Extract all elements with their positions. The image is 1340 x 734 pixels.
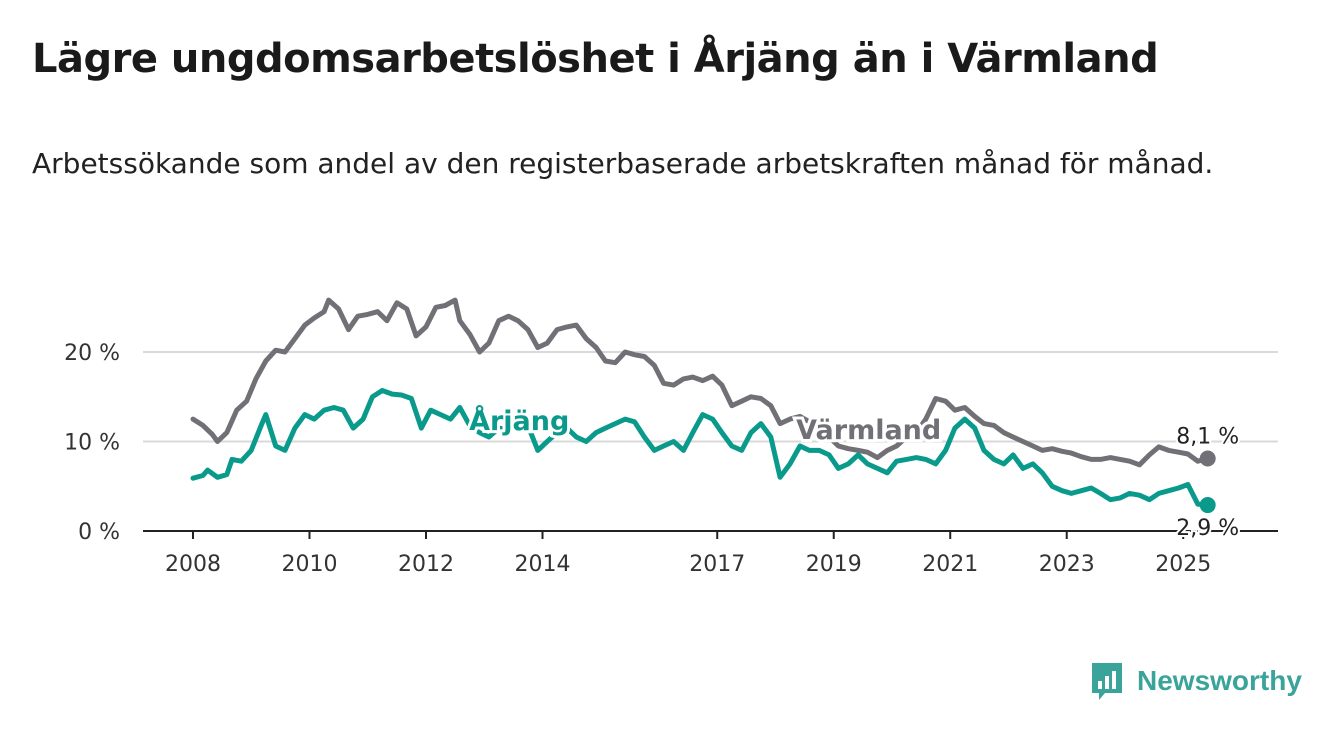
y-tick-label: 20 % bbox=[64, 341, 120, 366]
x-tick-label: 2017 bbox=[689, 552, 745, 577]
series-line-1 bbox=[190, 297, 1211, 468]
x-tick-label: 2021 bbox=[922, 552, 978, 577]
brand-name: Newsworthy bbox=[1137, 665, 1302, 696]
x-tick-label: 2014 bbox=[514, 552, 570, 577]
series-end-point bbox=[1199, 450, 1216, 467]
series-end-label: 2,9 % bbox=[1176, 516, 1239, 541]
series-lines bbox=[190, 297, 1216, 514]
x-tick-label: 2019 bbox=[806, 552, 862, 577]
y-tick-label: 0 % bbox=[78, 520, 120, 545]
series-name-label: Årjäng bbox=[469, 405, 569, 437]
y-tick-label: 10 % bbox=[64, 431, 120, 456]
x-axis: 2008 2010 2012 2014 2017 2019 2021 2023 2025 bbox=[143, 530, 1278, 577]
series-labels: 8,1 % 2,9 % Årjäng Värmland bbox=[466, 402, 1241, 543]
chart-bars-icon bbox=[1092, 663, 1122, 700]
x-tick-label: 2012 bbox=[398, 552, 454, 577]
series-line-2 bbox=[190, 388, 1211, 508]
series-end-label: 8,1 % bbox=[1176, 425, 1239, 450]
x-tick-label: 2010 bbox=[281, 552, 337, 577]
x-tick-label: 2023 bbox=[1039, 552, 1095, 577]
series-end-point bbox=[1199, 497, 1216, 514]
x-tick-label: 2008 bbox=[165, 552, 221, 577]
series-name-label: Värmland bbox=[796, 415, 941, 446]
chart-title: Lägre ungdomsarbetslöshet i Årjäng än i … bbox=[32, 36, 1159, 82]
gridlines bbox=[143, 351, 1278, 443]
chart-subtitle: Arbetssökande som andel av den registerb… bbox=[32, 147, 1214, 180]
x-tick-label: 2025 bbox=[1155, 552, 1211, 577]
y-axis-tick-labels: 0 % 10 % 20 % bbox=[64, 341, 120, 545]
newsworthy-logo: Newsworthy bbox=[1089, 660, 1302, 702]
